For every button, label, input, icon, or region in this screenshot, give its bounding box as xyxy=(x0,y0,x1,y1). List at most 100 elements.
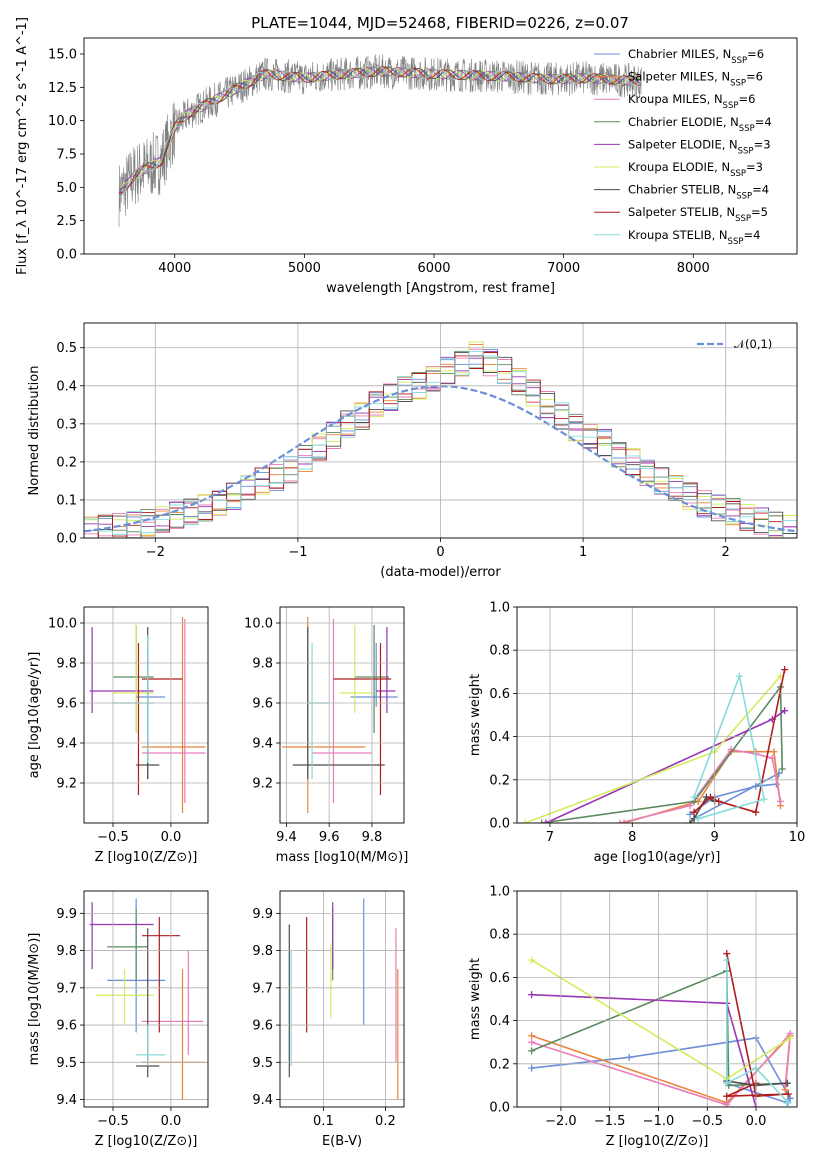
y-tick-label: 0.0 xyxy=(489,817,510,832)
series-marker-kroupa-elodie xyxy=(528,956,536,964)
series-marker-kroupa-miles xyxy=(723,1101,731,1107)
series-marker-salpeter-stelib xyxy=(723,1092,731,1100)
series-marker-kroupa-miles xyxy=(777,797,785,805)
x-tick-label: −1.0 xyxy=(643,1114,675,1129)
legend-label-salpeter-miles: Salpeter MILES, NSSP=6 xyxy=(628,70,763,89)
x-tick-label: 0.0 xyxy=(746,1114,767,1129)
y-tick-label: 10.0 xyxy=(244,617,273,632)
y-tick-label: 9.5 xyxy=(56,1056,77,1071)
y-tick-label: 9.7 xyxy=(252,981,273,996)
y-tick-label: 0.5 xyxy=(56,341,77,356)
series-marker-chabrier-miles xyxy=(528,1064,536,1072)
y-tick-label: 9.2 xyxy=(252,777,273,792)
plot-area xyxy=(282,617,398,813)
y-axis-label: age [log10(age/yr)] xyxy=(27,652,42,779)
y-tick-label: 7.5 xyxy=(56,148,77,163)
y-tick-label: 2.5 xyxy=(56,214,77,229)
series-marker-salpeter-stelib xyxy=(784,1090,792,1098)
plot-area xyxy=(521,666,789,823)
panel-residuals: −2 −1 0 1 2 0.0 0.1 0.2 0.3 0.4 0.5 (data-model)/er… xyxy=(27,322,798,580)
x-tick-label: 0.0 xyxy=(161,830,182,845)
y-tick-label: 9.6 xyxy=(252,697,273,712)
axes-frame xyxy=(516,606,798,824)
series-marker-kroupa-stelib xyxy=(723,956,731,964)
series-marker-chabrier-miles xyxy=(752,782,760,790)
x-tick-label: 6000 xyxy=(417,261,450,276)
panel-mass-vs-ebv: 0.1 0.2 9.4 9.5 9.6 9.7 9.8 9.9 E(B-V) xyxy=(252,890,405,1149)
series-marker-kroupa-stelib xyxy=(760,795,768,803)
panel-massweight-vs-age: 7 8 9 10 0.0 0.2 0.4 0.6 0.8 1.0 age [log10(age/yr… xyxy=(468,601,805,866)
series-marker-kroupa-stelib xyxy=(735,672,743,680)
panel-massweight-vs-z: −2.0 −1.5 −1.0 −0.5 0.0 0.0 0.2 0.4 0.6 0.8 1.0 Z [… xyxy=(468,885,798,1149)
series-marker-salpeter-miles xyxy=(620,819,628,823)
x-tick-label: 10 xyxy=(789,830,806,845)
y-tick-label: 0.3 xyxy=(56,417,77,432)
series-line-kroupa-miles xyxy=(619,748,782,823)
plot-area xyxy=(288,898,399,1100)
series-line-kroupa-elodie xyxy=(524,675,782,823)
series-line-salpeter-elodie xyxy=(531,993,757,1107)
x-axis-label: E(B-V) xyxy=(322,1134,362,1149)
y-tick-label: 5.0 xyxy=(56,181,77,196)
series-marker-kroupa-stelib xyxy=(690,793,698,801)
series-marker-chabrier-miles xyxy=(625,1053,633,1061)
series-marker-salpeter-stelib xyxy=(752,808,760,816)
legend-label-gaussian: 𝒩(0,1) xyxy=(734,337,772,351)
series-marker-chabrier-miles xyxy=(786,1094,794,1102)
series-marker-kroupa-elodie xyxy=(786,1034,794,1042)
spectrum-model-salpeter-stelib xyxy=(118,66,641,194)
y-tick-label: 9.6 xyxy=(252,1019,273,1034)
x-tick-label: −0.5 xyxy=(97,830,129,845)
y-tick-label: 1.0 xyxy=(489,601,510,616)
x-tick-label: −0.5 xyxy=(97,1114,129,1129)
series-marker-salpeter-miles xyxy=(770,748,778,756)
series-line-chabrier-elodie xyxy=(531,969,788,1087)
y-tick-label: 0.4 xyxy=(56,379,77,394)
x-tick-label: 9.6 xyxy=(319,830,340,845)
x-tick-label: −2.0 xyxy=(545,1114,577,1129)
x-tick-label: 9 xyxy=(711,830,719,845)
series-line-kroupa-miles xyxy=(531,1031,792,1106)
y-tick-label: 10.0 xyxy=(48,114,77,129)
y-tick-label: 9.8 xyxy=(252,657,273,672)
panel-spectrum: 4000 5000 6000 7000 8000 0.0 2.5 5.0 7.5 10.0 12.5… xyxy=(15,17,798,296)
series-marker-salpeter-elodie xyxy=(542,819,550,823)
series-marker-kroupa-stelib xyxy=(723,1079,731,1087)
panel-age-vs-z: −0.5 0.0 9.2 9.4 9.6 9.8 10.0 Z [log10(Z/Z⊙)] ag… xyxy=(27,606,209,865)
series-marker-kroupa-miles xyxy=(528,1038,536,1046)
x-tick-label: 0 xyxy=(436,545,444,560)
spectrum-model-chabrier-elodie xyxy=(118,66,641,199)
x-tick-label: 8000 xyxy=(677,261,710,276)
series-marker-chabrier-miles xyxy=(686,810,694,818)
series-marker-kroupa-stelib xyxy=(784,1099,792,1107)
spectrum-model-kroupa-elodie xyxy=(118,66,641,191)
plot-area xyxy=(89,898,206,1100)
x-tick-label: −1.5 xyxy=(594,1114,626,1129)
x-tick-label: −2 xyxy=(146,545,165,560)
series-marker-chabrier-elodie xyxy=(778,765,786,773)
x-tick-label: 2 xyxy=(722,545,730,560)
x-axis-label: Z [log10(Z/Z⊙)] xyxy=(606,1134,709,1149)
series-marker-salpeter-elodie xyxy=(781,707,789,715)
y-tick-label: 0.0 xyxy=(56,532,77,547)
panel-mass-vs-z: −0.5 0.0 9.4 9.5 9.6 9.7 9.8 9.9 Z [log10(Z/Z⊙)]… xyxy=(27,890,209,1149)
axes-frame xyxy=(83,37,798,255)
series-marker-chabrier-elodie xyxy=(528,1047,536,1055)
axes-frame xyxy=(83,322,798,539)
y-tick-label: 9.2 xyxy=(56,777,77,792)
x-tick-label: 8 xyxy=(628,830,636,845)
axes-frame xyxy=(516,890,798,1108)
legend-label-kroupa-stelib: Kroupa STELIB, NSSP=4 xyxy=(628,228,760,247)
series-marker-salpeter-stelib xyxy=(707,793,715,801)
axes-frame xyxy=(279,890,405,1108)
axes-frame xyxy=(83,890,209,1108)
spectrum-model-kroupa-stelib xyxy=(118,66,641,198)
series-line-kroupa-elodie xyxy=(531,959,791,1080)
axes-frame xyxy=(279,606,405,824)
y-tick-label: 0.2 xyxy=(489,773,510,788)
y-tick-label: 9.9 xyxy=(56,907,77,922)
series-marker-salpeter-miles xyxy=(528,1032,536,1040)
y-tick-label: 9.9 xyxy=(252,907,273,922)
x-tick-label: 1 xyxy=(579,545,587,560)
y-tick-label: 15.0 xyxy=(48,48,77,63)
